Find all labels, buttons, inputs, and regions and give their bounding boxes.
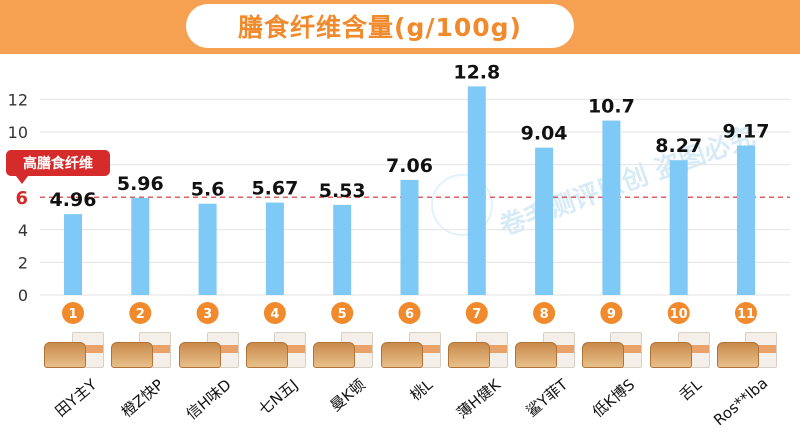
rank-number: 11 <box>737 307 755 322</box>
rank-badge <box>735 302 757 324</box>
data-label: 4.96 <box>50 189 97 211</box>
rank-badge <box>62 302 84 324</box>
data-label: 8.27 <box>655 135 702 157</box>
rank-badge <box>465 302 488 324</box>
rank-badge <box>667 302 690 324</box>
bar <box>400 179 419 295</box>
product-image <box>580 330 643 368</box>
watermark-figure-icon <box>431 174 493 236</box>
bread-icon <box>44 342 86 368</box>
rank-number: 2 <box>136 307 145 322</box>
rank-badge <box>533 302 556 324</box>
rank-badge <box>600 302 623 324</box>
bread-icon <box>111 342 154 368</box>
bread-icon <box>313 342 356 368</box>
rank-badge <box>129 302 152 324</box>
bar <box>198 203 217 295</box>
y-tick-label: 0 <box>18 286 28 305</box>
bar <box>467 86 486 295</box>
package-icon <box>610 332 643 368</box>
product-image <box>244 330 306 368</box>
rank-number: 5 <box>338 307 347 322</box>
title-bar: 膳食纤维含量(g/100g) <box>0 0 800 54</box>
y-tick-label: 4 <box>18 221 28 240</box>
reference-line: 6 <box>15 188 790 209</box>
rank-number: 1 <box>68 307 77 322</box>
bread-icon <box>649 342 692 368</box>
product-image <box>177 330 239 368</box>
bread-icon <box>717 342 759 368</box>
bar <box>737 145 755 295</box>
product-image <box>513 330 576 368</box>
data-label: 9.04 <box>521 123 568 145</box>
data-label: 5.53 <box>319 180 366 202</box>
rank-number: 4 <box>270 307 279 322</box>
product-image <box>109 330 172 368</box>
data-label: 7.06 <box>386 155 433 177</box>
reference-value-label: 6 <box>15 188 28 209</box>
rank-number: 9 <box>607 307 616 322</box>
rank-number: 3 <box>203 307 212 322</box>
bar <box>669 160 688 295</box>
rank-badges: 1 2 3 4 5 6 7 8 9 10 11 <box>62 302 757 324</box>
bar <box>333 204 352 295</box>
data-label: 10.7 <box>588 96 635 118</box>
rank-badge <box>196 302 219 324</box>
rank-number: 10 <box>670 307 688 322</box>
bread-icon <box>245 342 288 368</box>
bread-icon <box>178 342 221 368</box>
reference-tag: 高膳食纤维 <box>6 150 110 184</box>
y-tick-label: 2 <box>18 253 28 272</box>
bar <box>64 214 82 295</box>
data-label: 12.8 <box>453 61 500 83</box>
y-tick-label: 12 <box>8 90 28 109</box>
bars <box>64 86 755 295</box>
rank-number: 8 <box>540 307 549 322</box>
bread-icon <box>515 342 558 368</box>
y-tick-label: 10 <box>8 123 28 142</box>
rank-badge <box>263 302 286 324</box>
product-image <box>379 330 441 368</box>
bread-icon <box>447 342 490 368</box>
product-image <box>715 330 777 368</box>
value-labels: 4.96 5.96 5.6 5.67 5.53 7.06 12.8 9.04 10.7 8.27 9… <box>50 61 770 211</box>
rank-badge <box>398 302 421 324</box>
product-image <box>42 330 104 368</box>
bar <box>602 120 621 295</box>
data-label: 5.6 <box>191 179 225 201</box>
bar <box>131 197 150 295</box>
bread-icon <box>380 342 423 368</box>
bar <box>535 147 554 295</box>
data-label: 9.17 <box>723 121 770 143</box>
data-label: 5.67 <box>251 178 298 200</box>
rank-badge <box>331 302 354 324</box>
bread-icon <box>582 342 625 368</box>
data-label: 5.96 <box>117 173 164 195</box>
chart-title: 膳食纤维含量(g/100g) <box>186 4 574 48</box>
bar <box>265 202 284 295</box>
product-image <box>446 330 508 368</box>
product-image <box>311 330 374 368</box>
product-image <box>648 330 710 368</box>
rank-number: 7 <box>472 307 481 322</box>
rank-number: 6 <box>405 307 414 322</box>
